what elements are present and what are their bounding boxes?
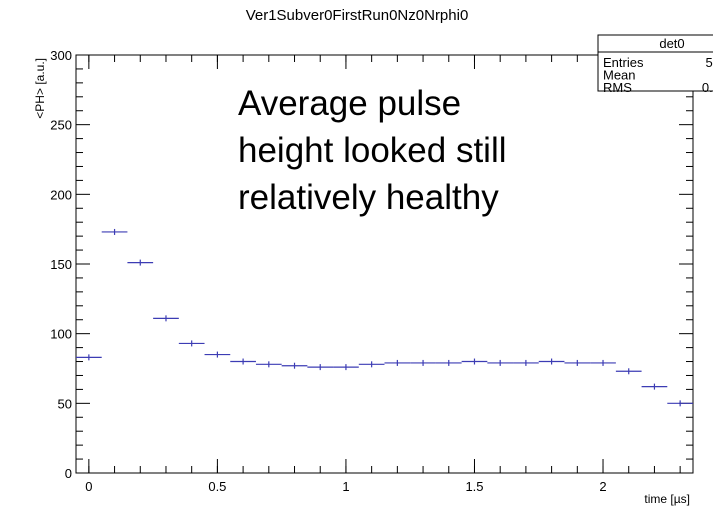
y-tick-label: 200 (50, 187, 72, 202)
y-tick-label: 150 (50, 257, 72, 272)
x-tick-label: 2 (599, 479, 606, 494)
annotation-line: height looked still (238, 131, 507, 170)
data-point (435, 359, 462, 366)
data-point (101, 228, 128, 235)
x-tick-label: 1 (342, 479, 349, 494)
stats-title: det0 (659, 36, 684, 51)
data-point (204, 351, 231, 358)
data-point (307, 364, 334, 371)
data-point (513, 359, 539, 366)
stats-value: 59 (706, 55, 713, 70)
data-point (230, 358, 256, 365)
data-point (127, 259, 154, 266)
data-point (178, 340, 205, 347)
annotation: Average pulse height looked still relati… (238, 84, 507, 217)
data-point (384, 359, 411, 366)
data-point (461, 358, 488, 365)
y-tick-label: 50 (58, 396, 72, 411)
data-point (281, 362, 308, 369)
stats-box: det0Entries59Mean1RMS0.7 (597, 34, 713, 95)
data-point (153, 315, 179, 322)
data-point (76, 354, 102, 361)
stats-frame (597, 34, 713, 92)
stats-key: Mean (603, 68, 636, 83)
data-point (590, 359, 616, 366)
data-point (410, 359, 436, 366)
x-tick-label: 0.5 (208, 479, 226, 494)
data-point (564, 359, 591, 366)
y-axis-label: <PH> [a.u.] (33, 58, 47, 119)
annotation-line: Average pulse (238, 84, 461, 123)
stats-value: 0.7 (702, 80, 713, 95)
x-axis-label: time [µs] (644, 492, 690, 506)
data-point (487, 359, 514, 366)
data-point (667, 400, 693, 407)
annotation-line: relatively healthy (238, 178, 499, 217)
y-tick-label: 300 (50, 48, 72, 63)
x-tick-label: 1.5 (465, 479, 483, 494)
stats-key: Entries (603, 55, 644, 70)
y-tick-label: 0 (65, 466, 72, 481)
data-point (358, 361, 385, 368)
data-point (615, 368, 642, 375)
chart-title: Ver1Subver0FirstRun0Nz0Nrphi0 (246, 7, 469, 24)
data-point (538, 358, 565, 365)
stats-key: RMS (603, 80, 632, 95)
data-point (641, 383, 668, 390)
data-point (255, 361, 282, 368)
y-tick-label: 100 (50, 327, 72, 342)
y-tick-label: 250 (50, 118, 72, 133)
x-tick-label: 0 (85, 479, 92, 494)
data-point (333, 364, 359, 371)
